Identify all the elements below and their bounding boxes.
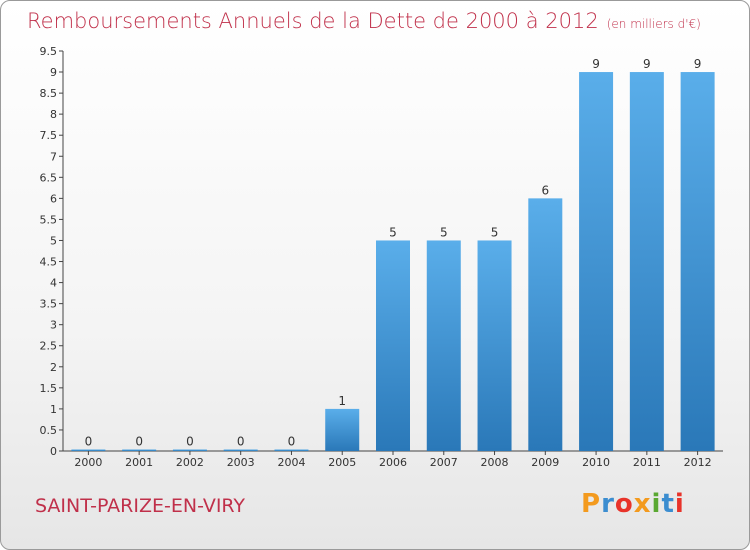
title-text: Remboursements Annuels de la Dette de 20… [27,9,599,33]
value-label: 1 [338,394,346,408]
x-tick-label: 2006 [379,456,407,469]
value-label: 9 [694,57,702,71]
bar [274,449,309,451]
bar [579,72,614,451]
logo-letter: t [661,489,675,519]
y-tick-label: 4 [50,277,57,290]
y-tick-label: 5 [50,234,57,247]
bar [629,72,664,451]
x-tick-label: 2008 [481,456,509,469]
logo-letter: i [651,489,662,519]
y-tick-label: 9.5 [40,45,58,58]
unit-label: (en milliers d'€) [606,17,701,31]
value-labels: 0 0 0 0 0 1 5 5 5 6 9 9 9 [85,57,702,448]
value-label: 6 [541,183,549,197]
y-tick-label: 0.5 [40,424,58,437]
value-label: 5 [389,225,397,239]
value-label: 9 [592,57,600,71]
y-tick-label: 7 [50,150,57,163]
bar [325,408,360,451]
value-label: 5 [440,225,448,239]
y-tick-label: 4.5 [40,256,58,269]
bar [172,449,207,451]
x-tick-label: 2007 [430,456,458,469]
y-tick-label: 1 [50,403,57,416]
value-label: 0 [186,435,194,449]
y-tick-label: 2.5 [40,340,58,353]
y-tick-label: 9 [50,66,57,79]
proxiti-logo: Proxiti [581,489,685,519]
logo-letter: r [601,489,615,519]
value-label: 0 [85,435,93,449]
bar [477,240,512,451]
x-tick-label: 2010 [582,456,610,469]
value-label: 0 [237,435,245,449]
bar [223,449,258,451]
x-tick-label: 2005 [328,456,356,469]
y-tick-label: 8.5 [40,87,58,100]
y-tick-label: 6.5 [40,171,58,184]
y-tick-label: 2 [50,361,57,374]
bar [680,72,715,451]
bar [122,449,157,451]
y-tick-label: 3.5 [40,298,58,311]
x-tick-label: 2002 [176,456,204,469]
bar [376,240,410,451]
axes: 0 0.5 1 1.5 2 2.5 3 3.5 4 4.5 5 5.5 6 6.5 7 7.5 8 8.5 9 9.5… [40,45,723,469]
bar [528,198,563,451]
logo-letter: P [581,489,602,519]
bars [71,72,715,451]
bar [71,449,106,451]
logo-letter: o [614,489,634,519]
x-tick-label: 2012 [684,456,712,469]
chart-title: Remboursements Annuels de la Dette de 20… [27,9,701,33]
y-tick-label: 6 [50,192,57,205]
x-tick-label: 2001 [125,456,153,469]
y-tick-label: 1.5 [40,382,58,395]
value-label: 9 [643,57,651,71]
x-tick-label: 2000 [74,456,102,469]
logo-letter: i [674,489,685,519]
value-label: 5 [491,225,499,239]
y-tick-label: 3 [50,319,57,332]
value-label: 0 [288,435,296,449]
x-tick-label: 2011 [633,456,661,469]
bar [426,240,461,451]
x-tick-label: 2009 [531,456,559,469]
commune-name: SAINT-PARIZE-EN-VIRY [35,495,246,517]
x-tick-label: 2004 [277,456,305,469]
logo-letter: x [633,489,652,519]
y-tick-label: 5.5 [40,213,58,226]
y-tick-label: 7.5 [40,129,58,142]
y-tick-label: 0 [50,445,57,458]
value-label: 0 [135,435,143,449]
x-tick-label: 2003 [227,456,255,469]
y-tick-label: 8 [50,108,57,121]
